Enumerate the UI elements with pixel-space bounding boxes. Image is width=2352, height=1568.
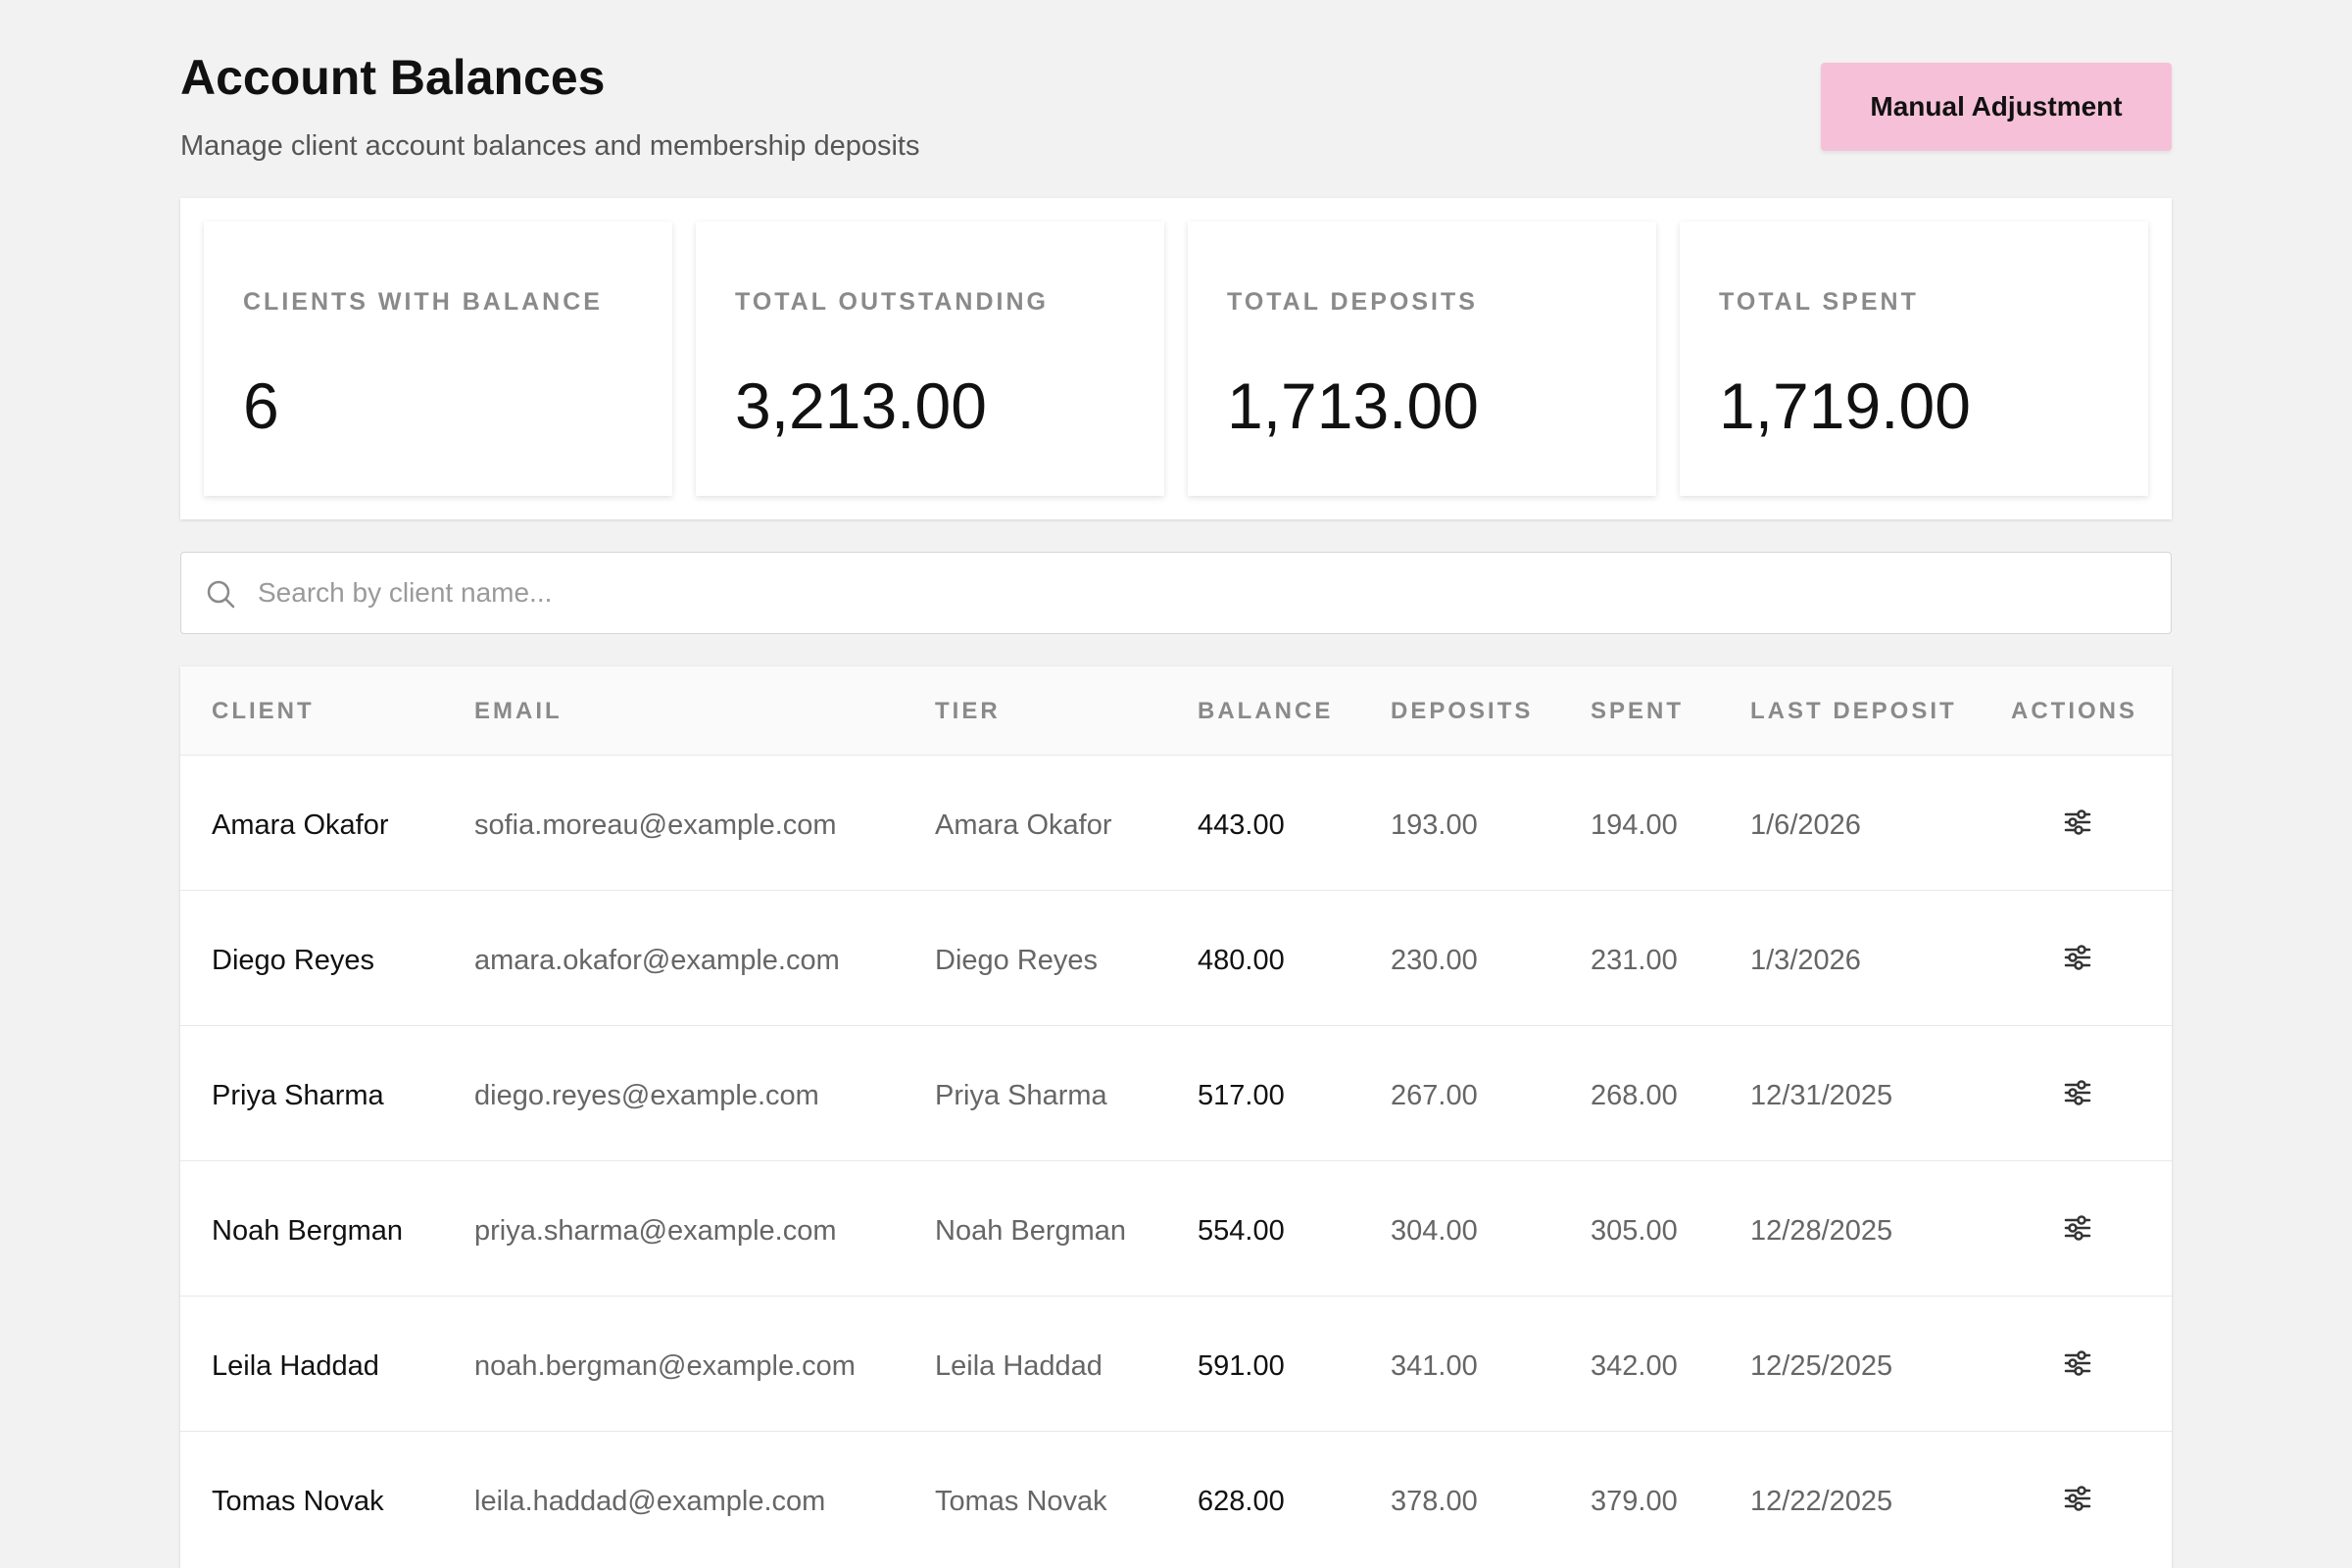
cell-deposits: 341.00: [1391, 1350, 1478, 1382]
adjust-balance-button[interactable]: [2058, 1344, 2097, 1383]
balances-table: CLIENT EMAIL TIER BALANCE DEPOSITS SPENT…: [180, 666, 2172, 1568]
stats-panel: CLIENTS WITH BALANCE 6 TOTAL OUTSTANDING…: [180, 198, 2172, 519]
stat-label: TOTAL DEPOSITS: [1227, 288, 1478, 316]
column-header-balance[interactable]: BALANCE: [1198, 698, 1334, 724]
cell-last-deposit: 12/31/2025: [1750, 1080, 1893, 1111]
table-header: CLIENT EMAIL TIER BALANCE DEPOSITS SPENT…: [180, 666, 2172, 755]
page-header: Account Balances Manage client account b…: [180, 0, 2172, 196]
cell-balance: 480.00: [1198, 945, 1285, 976]
adjust-balance-button[interactable]: [2058, 1073, 2097, 1112]
sliders-icon: [2064, 1080, 2091, 1105]
stat-card-total-outstanding: TOTAL OUTSTANDING 3,213.00: [696, 221, 1164, 496]
cell-balance: 517.00: [1198, 1080, 1285, 1111]
page: Account Balances Manage client account b…: [180, 0, 2172, 1568]
cell-deposits: 267.00: [1391, 1080, 1478, 1111]
table-row[interactable]: Priya Sharma diego.reyes@example.com Pri…: [180, 1025, 2172, 1161]
cell-email: diego.reyes@example.com: [474, 1080, 819, 1111]
adjust-balance-button[interactable]: [2058, 1479, 2097, 1518]
stat-value: 6: [243, 369, 279, 442]
cell-client: Noah Bergman: [212, 1215, 404, 1247]
cell-client: Diego Reyes: [212, 945, 375, 976]
cell-tier: Leila Haddad: [935, 1350, 1102, 1382]
cell-client: Priya Sharma: [212, 1080, 384, 1111]
stat-card-clients-with-balance: CLIENTS WITH BALANCE 6: [204, 221, 672, 496]
cell-email: leila.haddad@example.com: [474, 1486, 826, 1517]
page-subtitle: Manage client account balances and membe…: [180, 130, 920, 162]
cell-last-deposit: 12/28/2025: [1750, 1215, 1893, 1247]
adjust-balance-button[interactable]: [2058, 803, 2097, 842]
cell-tier: Amara Okafor: [935, 809, 1112, 841]
table-row[interactable]: Tomas Novak leila.haddad@example.com Tom…: [180, 1431, 2172, 1567]
page-title: Account Balances: [180, 50, 606, 105]
search-input[interactable]: [258, 553, 2149, 633]
adjust-balance-button[interactable]: [2058, 938, 2097, 977]
cell-spent: 231.00: [1591, 945, 1678, 976]
cell-last-deposit: 1/3/2026: [1750, 945, 1861, 976]
column-header-tier[interactable]: TIER: [935, 698, 1001, 724]
cell-balance: 628.00: [1198, 1486, 1285, 1517]
adjust-balance-button[interactable]: [2058, 1208, 2097, 1248]
cell-client: Amara Okafor: [212, 809, 389, 841]
sliders-icon: [2064, 945, 2091, 970]
column-header-actions: ACTIONS: [2011, 698, 2137, 724]
cell-balance: 443.00: [1198, 809, 1285, 841]
column-header-email[interactable]: EMAIL: [474, 698, 563, 724]
cell-spent: 379.00: [1591, 1486, 1678, 1517]
cell-last-deposit: 12/25/2025: [1750, 1350, 1893, 1382]
search-icon: [207, 580, 235, 609]
cell-deposits: 378.00: [1391, 1486, 1478, 1517]
cell-tier: Diego Reyes: [935, 945, 1099, 976]
cell-deposits: 230.00: [1391, 945, 1478, 976]
table-row[interactable]: Leila Haddad noah.bergman@example.com Le…: [180, 1296, 2172, 1432]
stat-card-total-spent: TOTAL SPENT 1,719.00: [1680, 221, 2148, 496]
cell-balance: 554.00: [1198, 1215, 1285, 1247]
cell-last-deposit: 12/22/2025: [1750, 1486, 1893, 1517]
stat-label: TOTAL SPENT: [1719, 288, 1919, 316]
cell-tier: Priya Sharma: [935, 1080, 1107, 1111]
sliders-icon: [2064, 809, 2091, 835]
sliders-icon: [2064, 1350, 2091, 1376]
cell-spent: 342.00: [1591, 1350, 1678, 1382]
cell-deposits: 193.00: [1391, 809, 1478, 841]
column-header-spent[interactable]: SPENT: [1591, 698, 1685, 724]
stat-value: 3,213.00: [735, 369, 987, 442]
stat-value: 1,719.00: [1719, 369, 1971, 442]
cell-spent: 305.00: [1591, 1215, 1678, 1247]
cell-tier: Noah Bergman: [935, 1215, 1127, 1247]
stat-label: TOTAL OUTSTANDING: [735, 288, 1049, 316]
column-header-deposits[interactable]: DEPOSITS: [1391, 698, 1534, 724]
sliders-icon: [2064, 1215, 2091, 1241]
cell-email: noah.bergman@example.com: [474, 1350, 856, 1382]
cell-client: Tomas Novak: [212, 1486, 384, 1517]
stat-label: CLIENTS WITH BALANCE: [243, 288, 603, 316]
search-bar: [180, 552, 2172, 634]
stat-value: 1,713.00: [1227, 369, 1479, 442]
cell-client: Leila Haddad: [212, 1350, 379, 1382]
column-header-last-deposit[interactable]: LAST DEPOSIT: [1750, 698, 1957, 724]
cell-email: sofia.moreau@example.com: [474, 809, 837, 841]
manual-adjustment-button[interactable]: Manual Adjustment: [1821, 63, 2172, 151]
cell-balance: 591.00: [1198, 1350, 1285, 1382]
table-row[interactable]: Diego Reyes amara.okafor@example.com Die…: [180, 890, 2172, 1026]
stat-card-total-deposits: TOTAL DEPOSITS 1,713.00: [1188, 221, 1656, 496]
column-header-client[interactable]: CLIENT: [212, 698, 315, 724]
cell-tier: Tomas Novak: [935, 1486, 1107, 1517]
cell-last-deposit: 1/6/2026: [1750, 809, 1861, 841]
table-row[interactable]: Amara Okafor sofia.moreau@example.com Am…: [180, 755, 2172, 891]
cell-spent: 194.00: [1591, 809, 1678, 841]
sliders-icon: [2064, 1486, 2091, 1511]
cell-email: priya.sharma@example.com: [474, 1215, 837, 1247]
cell-deposits: 304.00: [1391, 1215, 1478, 1247]
cell-spent: 268.00: [1591, 1080, 1678, 1111]
table-row[interactable]: Noah Bergman priya.sharma@example.com No…: [180, 1160, 2172, 1297]
cell-email: amara.okafor@example.com: [474, 945, 840, 976]
